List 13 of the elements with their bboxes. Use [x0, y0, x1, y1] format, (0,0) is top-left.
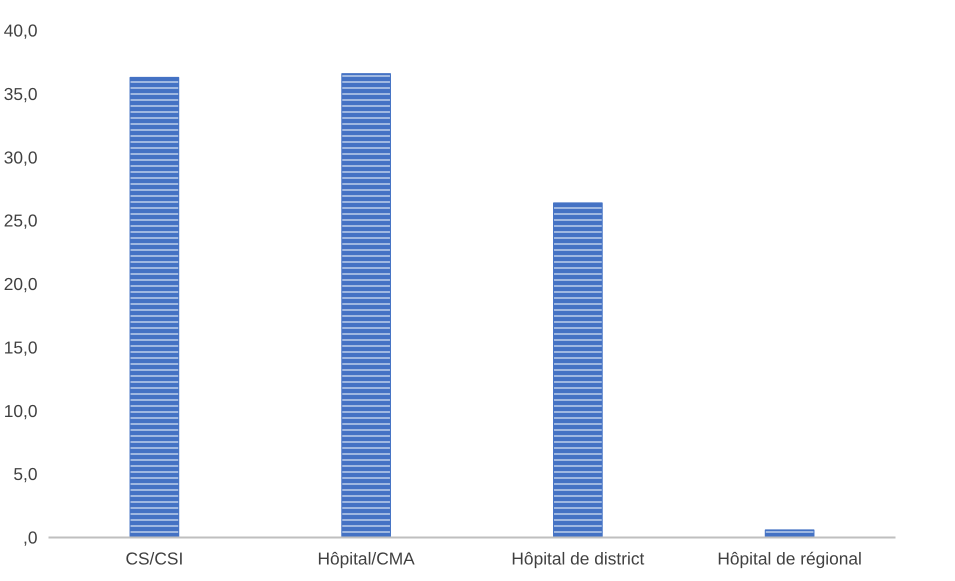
y-tick-label: 10,0 — [4, 400, 38, 421]
y-tick-label: 20,0 — [4, 274, 38, 294]
x-tick-label: Hôpital/CMA — [317, 548, 416, 568]
x-tick-label: CS/CSI — [125, 548, 184, 568]
y-tick-label: ,0 — [23, 528, 38, 548]
y-tick-label: 30,0 — [4, 147, 38, 168]
y-tick-label: 40,0 — [4, 20, 38, 40]
x-tick-label: Hôpital de régional — [717, 548, 862, 568]
y-tick-label: 15,0 — [4, 337, 38, 358]
y-tick-label: 5,0 — [13, 464, 38, 484]
y-tick-label: 25,0 — [4, 210, 38, 231]
y-tick-label: 35,0 — [4, 84, 38, 104]
x-tick-label: Hôpital de district — [511, 548, 645, 568]
